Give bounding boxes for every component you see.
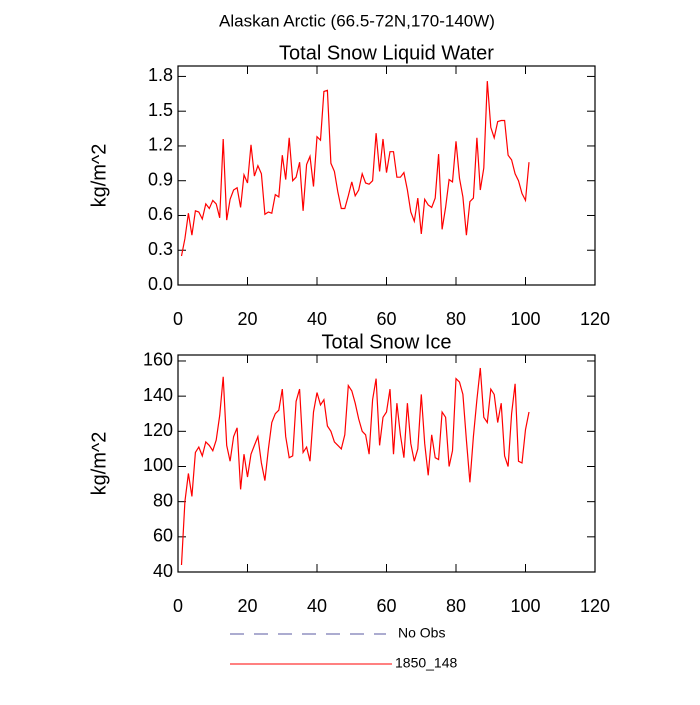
y-tick-label: 80 xyxy=(153,490,173,510)
x-tick-label: 60 xyxy=(376,309,396,329)
x-tick-label: 0 xyxy=(173,596,183,616)
y-tick-label: 1.2 xyxy=(148,135,173,155)
y-tick-label: 100 xyxy=(143,455,173,475)
y-tick-label: 0.0 xyxy=(148,274,173,294)
figure-title: Alaskan Arctic (66.5-72N,170-140W) xyxy=(219,11,495,30)
x-tick-label: 80 xyxy=(446,596,466,616)
y-axis-label: kg/m^2 xyxy=(88,432,110,496)
legend-label: No Obs xyxy=(398,625,445,641)
y-tick-label: 1.8 xyxy=(148,65,173,85)
y-tick-label: 0.9 xyxy=(148,169,173,189)
x-tick-label: 120 xyxy=(580,309,610,329)
x-tick-label: 100 xyxy=(510,309,540,329)
x-tick-label: 120 xyxy=(580,596,610,616)
legend-label: 1850_148 xyxy=(395,655,458,671)
x-tick-label: 100 xyxy=(510,596,540,616)
y-tick-label: 40 xyxy=(153,561,173,581)
y-tick-label: 120 xyxy=(143,420,173,440)
y-tick-label: 60 xyxy=(153,526,173,546)
plot-frame xyxy=(177,65,596,286)
data-line xyxy=(180,367,530,566)
x-tick-label: 20 xyxy=(237,309,257,329)
x-tick-label: 40 xyxy=(307,309,327,329)
chart-title: Total Snow Ice xyxy=(321,331,451,353)
y-tick-label: 160 xyxy=(143,350,173,370)
y-axis-label: kg/m^2 xyxy=(88,144,110,208)
y-tick-label: 0.6 xyxy=(148,204,173,224)
x-tick-label: 0 xyxy=(173,309,183,329)
x-tick-label: 20 xyxy=(237,596,257,616)
data-line xyxy=(180,81,530,257)
y-tick-label: 140 xyxy=(143,385,173,405)
x-tick-label: 60 xyxy=(376,596,396,616)
chart-title: Total Snow Liquid Water xyxy=(279,42,494,64)
y-tick-label: 0.3 xyxy=(148,239,173,259)
x-tick-label: 40 xyxy=(307,596,327,616)
plot-frame xyxy=(177,354,596,573)
x-tick-label: 80 xyxy=(446,309,466,329)
y-tick-label: 1.5 xyxy=(148,100,173,120)
